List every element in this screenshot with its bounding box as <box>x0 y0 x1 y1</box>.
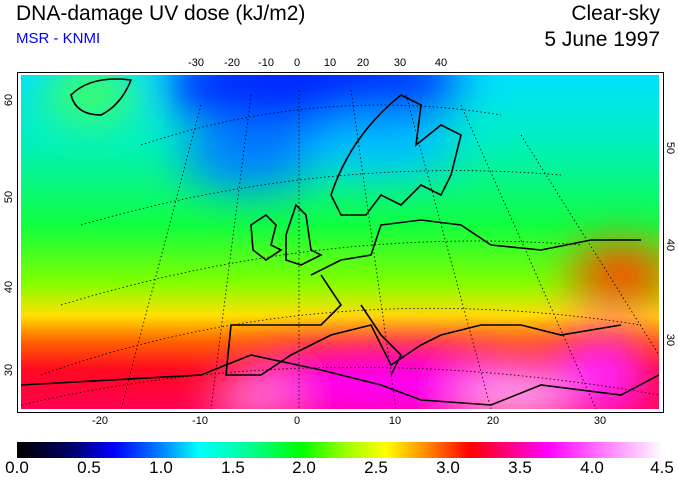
top-lon-label: -30 <box>188 57 204 69</box>
scale-label: 0.5 <box>77 458 101 477</box>
top-lon-label: 0 <box>293 57 301 69</box>
scale-label: 3.5 <box>508 458 532 477</box>
scale-label: 3.0 <box>436 458 460 477</box>
scale-label: 2.5 <box>364 458 388 477</box>
scale-label: 4.0 <box>580 458 604 477</box>
right-lat-label: 30 <box>664 333 676 347</box>
scale-label: 0.0 <box>5 458 29 477</box>
left-lat-label: 60 <box>3 93 15 107</box>
bottom-lon-label: 10 <box>388 415 402 427</box>
map-frame <box>17 72 664 413</box>
right-lat-label: 50 <box>664 141 676 155</box>
source-label: MSR - KNMI <box>16 30 101 47</box>
left-lat-label: 30 <box>3 363 15 377</box>
top-lon-label: -20 <box>224 57 240 69</box>
top-lon-label: 20 <box>356 57 370 69</box>
map-title: DNA-damage UV dose (kJ/m2) <box>16 2 306 25</box>
top-lon-label: 40 <box>434 57 448 69</box>
top-lon-label: -10 <box>258 57 274 69</box>
scale-label: 1.0 <box>149 458 173 477</box>
coastlines <box>21 78 659 406</box>
map-date: 5 June 1997 <box>544 28 660 51</box>
scale-label: 2.0 <box>292 458 316 477</box>
top-lon-label: 30 <box>393 57 407 69</box>
bottom-lon-label: 0 <box>293 415 301 427</box>
right-lat-label: 40 <box>664 238 676 252</box>
bottom-lon-label: 30 <box>593 415 607 427</box>
bottom-lon-label: 20 <box>486 415 500 427</box>
scale-label: 4.5 <box>650 458 674 477</box>
sky-condition: Clear-sky <box>571 2 660 25</box>
color-scale-bar <box>17 442 664 458</box>
uv-dose-map <box>21 75 659 409</box>
bottom-lon-label: -20 <box>92 415 108 427</box>
scale-label: 1.5 <box>221 458 245 477</box>
left-lat-label: 50 <box>3 190 15 204</box>
left-lat-label: 40 <box>3 280 15 294</box>
top-lon-label: 10 <box>323 57 337 69</box>
bottom-lon-label: -10 <box>192 415 208 427</box>
